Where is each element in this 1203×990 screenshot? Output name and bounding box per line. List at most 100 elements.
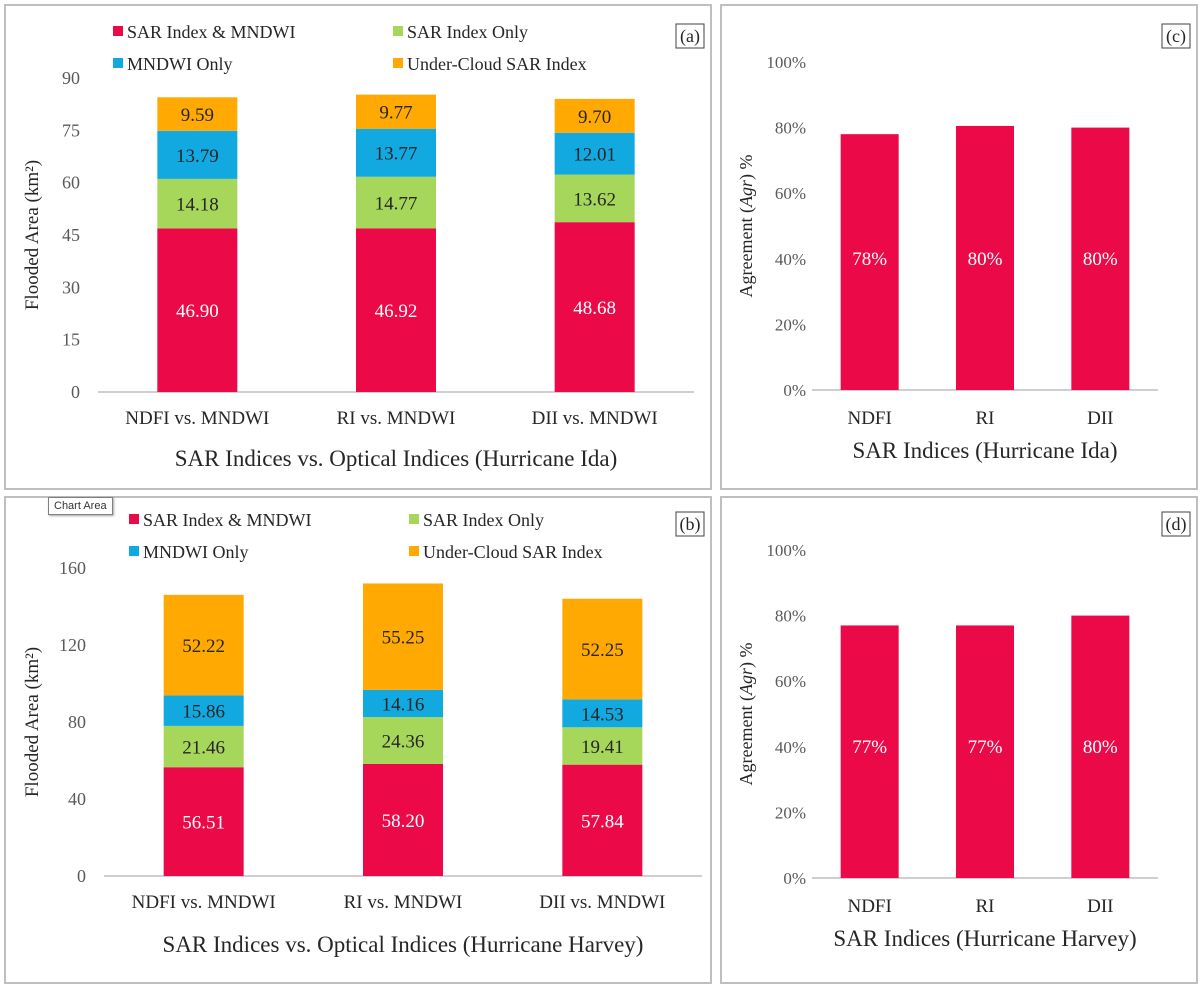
data-label-sar-only: 13.62 <box>573 189 616 210</box>
legend-swatch-under-cloud <box>409 546 419 556</box>
agreement-data-label: 78% <box>852 249 887 270</box>
bar-under-cloud <box>363 583 443 690</box>
y-axis-title-part: Agr <box>736 179 756 208</box>
y-axis-title-part: Agreement ( <box>736 207 757 297</box>
data-label-sar-and-mndwi: 56.51 <box>182 813 225 834</box>
x-axis-title: SAR Indices vs. Optical Indices (Hurrica… <box>163 932 644 957</box>
legend-swatch-sar-and-mndwi <box>113 26 123 36</box>
data-label-under-cloud: 55.25 <box>382 628 425 649</box>
data-label-sar-and-mndwi: 46.92 <box>375 301 418 322</box>
y-axis-title: Agreement (Agr) % <box>736 643 757 786</box>
agreement-data-label: 80% <box>968 249 1003 270</box>
bar-under-cloud <box>163 594 244 696</box>
x-tick-label: DII <box>1087 408 1113 429</box>
y-tick-label: 100% <box>766 53 806 72</box>
y-tick-label: 60% <box>775 672 806 691</box>
agreement-data-label: 77% <box>852 737 887 758</box>
y-axis-title-part: ) % <box>736 155 757 181</box>
agreement-bar <box>956 625 1014 878</box>
legend-label-sar-and-mndwi: SAR Index & MNDWI <box>143 510 312 530</box>
y-tick-label: 40% <box>775 250 806 269</box>
bar-sar-and-mndwi <box>562 764 643 876</box>
agreement-bar <box>1071 615 1130 878</box>
x-tick-label: DII vs. MNDWI <box>532 408 658 429</box>
x-tick-label: RI <box>976 896 995 917</box>
x-tick-label: RI <box>976 408 995 429</box>
data-label-sar-and-mndwi: 46.90 <box>176 301 219 322</box>
x-axis-title: SAR Indices vs. Optical Indices (Hurrica… <box>175 446 618 471</box>
bar-mndwi-only <box>363 689 443 718</box>
chart-panel-a[interactable]: 0 15 30 45 60 75 90 46.90 14.18 13.79 9.59 NDFI vs.… <box>4 4 712 490</box>
legend-swatch-under-cloud <box>393 58 403 68</box>
chart-b-svg: 0 40 80 120 160 56.51 21.46 15.86 52.22 NDFI vs. … <box>22 510 705 957</box>
data-label-mndwi-only: 13.77 <box>375 144 418 165</box>
data-label-under-cloud: 52.22 <box>182 636 225 657</box>
chart-area-tooltip: Chart Area <box>48 497 113 515</box>
y-tick-label: 40 <box>68 789 86 809</box>
chart-panel-b[interactable]: 0 40 80 120 160 56.51 21.46 15.86 52.22 NDFI vs. … <box>4 496 712 984</box>
bar-mndwi-only <box>562 699 643 728</box>
x-tick-label: NDFI <box>847 408 891 429</box>
bar-sar-only <box>163 725 244 768</box>
agreement-data-label: 80% <box>1083 249 1118 270</box>
legend-label-under-cloud: Under-Cloud SAR Index <box>407 54 587 74</box>
panel-tag-label: (a) <box>680 26 700 47</box>
y-axis-title-part: Agreement ( <box>736 695 757 785</box>
y-tick-label: 15 <box>62 330 80 350</box>
agreement-data-label: 77% <box>968 737 1003 758</box>
bar-under-cloud <box>356 94 436 129</box>
y-tick-label: 60 <box>62 173 80 193</box>
bar-mndwi-only <box>554 132 635 175</box>
bar-sar-and-mndwi <box>163 767 244 876</box>
chart-panel-d[interactable]: 0% 20% 40% 60% 80% 100% 77% NDFI 77% RI 80% DII SAR … <box>720 496 1198 984</box>
x-tick-label: DII vs. MNDWI <box>539 892 665 913</box>
y-tick-label: 0 <box>71 382 80 402</box>
y-tick-label: 40% <box>775 738 806 757</box>
bar-sar-only <box>554 174 635 223</box>
data-label-sar-and-mndwi: 57.84 <box>581 811 624 832</box>
bar-under-cloud <box>157 97 238 131</box>
chart-d-svg: 0% 20% 40% 60% 80% 100% 77% NDFI 77% RI 80% DII SAR … <box>736 511 1191 951</box>
legend-swatch-sar-and-mndwi <box>129 514 139 524</box>
panel-tag-box <box>675 511 705 537</box>
data-label-mndwi-only: 12.01 <box>573 145 616 166</box>
y-tick-label: 30 <box>62 277 80 297</box>
y-axis-title: Flooded Area (km²) <box>22 647 43 797</box>
x-axis-title: SAR Indices (Hurricane Harvey) <box>833 926 1136 951</box>
data-label-mndwi-only: 15.86 <box>182 702 225 723</box>
legend-swatch-sar-only <box>393 26 403 36</box>
y-tick-label: 160 <box>59 558 86 578</box>
legend-label-under-cloud: Under-Cloud SAR Index <box>423 542 603 562</box>
legend-swatch-mndwi-only <box>113 58 123 68</box>
bar-sar-only <box>356 176 436 229</box>
y-tick-label: 100% <box>766 541 806 560</box>
x-tick-label: DII <box>1087 896 1113 917</box>
bar-sar-and-mndwi <box>356 228 436 392</box>
agreement-bar <box>840 134 899 390</box>
panel-tag-label: (b) <box>680 514 701 535</box>
chart-panel-c[interactable]: 0% 20% 40% 60% 80% 100% 78% NDFI 80% RI 80% DII SAR … <box>720 4 1198 490</box>
y-axis-title-part: Agr <box>736 667 756 696</box>
y-tick-label: 75 <box>62 120 80 140</box>
bar-sar-only <box>157 178 238 229</box>
x-axis-title: SAR Indices (Hurricane Ida) <box>852 438 1117 463</box>
x-tick-label: NDFI <box>847 896 891 917</box>
data-label-sar-only: 24.36 <box>382 732 425 753</box>
legend-label-sar-only: SAR Index Only <box>407 22 528 42</box>
legend-swatch-mndwi-only <box>129 546 139 556</box>
legend-swatch-sar-only <box>409 514 419 524</box>
agreement-data-label: 80% <box>1083 737 1118 758</box>
panel-tag-label: (d) <box>1166 514 1187 535</box>
y-tick-label: 0% <box>783 381 806 400</box>
y-tick-label: 0 <box>77 866 86 886</box>
legend-label-mndwi-only: MNDWI Only <box>143 542 249 562</box>
x-tick-label: NDFI vs. MNDWI <box>132 892 276 913</box>
y-tick-label: 60% <box>775 184 806 203</box>
data-label-sar-only: 19.41 <box>581 737 624 758</box>
bar-under-cloud <box>554 98 635 133</box>
chart-c-svg: 0% 20% 40% 60% 80% 100% 78% NDFI 80% RI 80% DII SAR … <box>736 23 1191 463</box>
data-label-under-cloud: 9.59 <box>181 105 214 126</box>
panel-tag-box <box>675 23 705 49</box>
y-tick-label: 80% <box>775 119 806 138</box>
x-tick-label: RI vs. MNDWI <box>344 892 463 913</box>
